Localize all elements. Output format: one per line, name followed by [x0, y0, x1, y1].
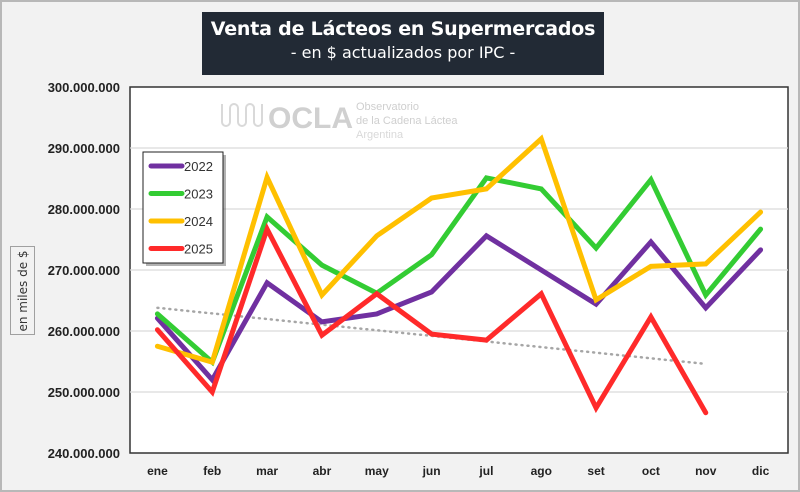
series-line-2023 [154, 175, 764, 367]
x-tick-label: nov [695, 464, 717, 478]
chart-title: Venta de Lácteos en Supermercados [210, 18, 596, 40]
legend-box [142, 151, 224, 264]
x-tick-label: dic [752, 464, 770, 478]
x-tick-label: ago [531, 464, 552, 478]
chart-subtitle: - en $ actualizados por IPC - [290, 43, 516, 62]
ocla-watermark: OCLA Observatorio de la Cadena Láctea Ar… [221, 101, 458, 141]
y-tick-label: 260.000.000 [48, 324, 120, 339]
watermark-line2: de la Cadena Láctea [356, 115, 458, 127]
y-axis-ticks: 240.000.000 250.000.000 260.000.000 270.000… [48, 80, 120, 461]
watermark-line3: Argentina [356, 129, 404, 141]
x-tick-label: ene [147, 464, 168, 478]
legend-label-2024: 2024 [184, 214, 213, 229]
y-tick-label: 250.000.000 [48, 385, 120, 400]
series-line-2024 [154, 134, 764, 366]
series-group [154, 134, 764, 416]
x-axis-ticks: ene feb mar abr may jun jul ago set oct nov dic [147, 464, 770, 478]
y-tick-label: 280.000.000 [48, 202, 120, 217]
ocla-logo-icon [221, 103, 263, 127]
series-line-2022 [154, 232, 764, 385]
x-tick-label: abr [313, 464, 332, 478]
y-tick-label: 290.000.000 [48, 141, 120, 156]
legend: 2022 2023 2024 2025 [142, 151, 226, 266]
legend-label-2025: 2025 [184, 242, 213, 257]
x-tick-label: oct [642, 464, 660, 478]
x-tick-label: may [365, 464, 389, 478]
x-tick-label: mar [256, 464, 278, 478]
x-tick-label: jul [478, 464, 493, 478]
legend-label-2023: 2023 [184, 187, 213, 202]
y-tick-label: 270.000.000 [48, 263, 120, 278]
y-axis-label-box: en miles de $ [10, 246, 35, 335]
x-tick-label: jun [422, 464, 441, 478]
y-tick-label: 300.000.000 [48, 80, 120, 95]
watermark-line1: Observatorio [356, 101, 419, 113]
x-tick-label: set [587, 464, 604, 478]
x-tick-label: feb [203, 464, 221, 478]
chart-title-box: Venta de Lácteos en Supermercados - en $… [202, 12, 604, 75]
watermark-brand: OCLA [268, 102, 353, 135]
y-tick-label: 240.000.000 [48, 446, 120, 461]
legend-label-2022: 2022 [184, 159, 213, 174]
